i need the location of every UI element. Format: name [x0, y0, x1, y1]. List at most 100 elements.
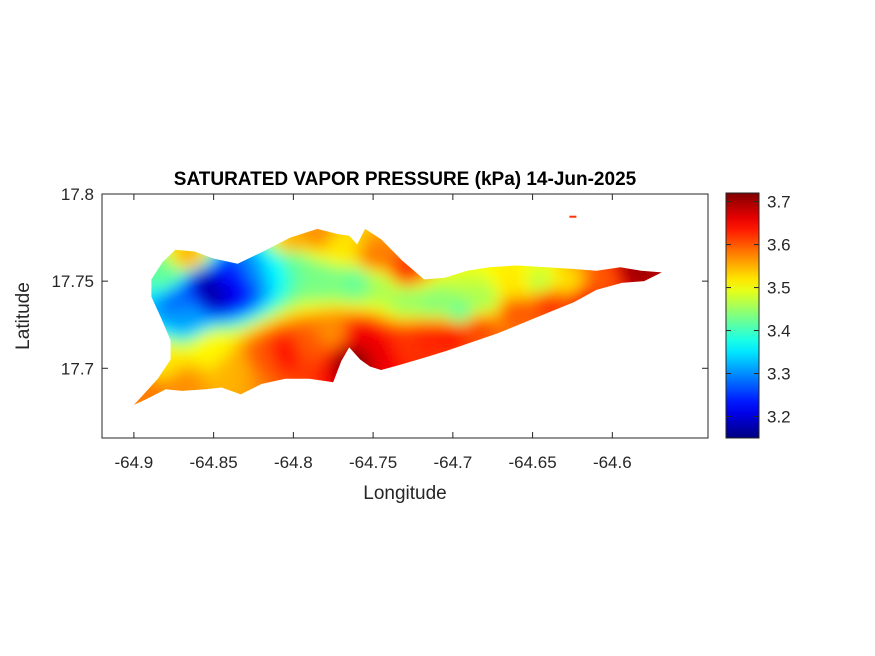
heatmap-cell	[204, 365, 212, 373]
heatmap-cell	[455, 304, 463, 312]
heatmap-cell	[221, 377, 228, 385]
heatmap-cell	[344, 334, 351, 342]
heatmap-cell	[394, 298, 401, 306]
heatmap-cell	[388, 267, 396, 275]
heatmap-cell	[466, 304, 474, 312]
heatmap-cell	[349, 346, 357, 354]
heatmap-cell	[433, 340, 440, 348]
heatmap-cell	[383, 340, 390, 348]
heatmap-cell	[349, 304, 357, 312]
heatmap-cell	[388, 298, 396, 306]
heatmap-cell	[478, 285, 485, 293]
heatmap-cell	[522, 298, 530, 306]
heatmap-cell	[439, 340, 446, 348]
heatmap-cell	[561, 273, 569, 281]
heatmap-cell	[422, 285, 429, 293]
heatmap-cell	[466, 316, 474, 324]
heatmap-cell	[210, 279, 217, 287]
heatmap-cell	[372, 249, 379, 257]
heatmap-cell	[411, 328, 418, 336]
heatmap-cell	[394, 292, 401, 300]
heatmap-cell	[293, 279, 301, 287]
heatmap-cell	[221, 334, 228, 342]
heatmap-cell	[221, 273, 228, 281]
heatmap-cell	[411, 298, 418, 306]
heatmap-cell	[489, 273, 496, 281]
heatmap-cell	[377, 285, 385, 293]
heatmap-cell	[165, 267, 173, 275]
heatmap-cell	[366, 237, 373, 245]
heatmap-cell	[522, 273, 530, 281]
heatmap-cell	[478, 334, 485, 342]
heatmap-cell	[506, 310, 513, 318]
heatmap-cell	[366, 346, 373, 354]
heatmap-cell	[321, 353, 329, 361]
heatmap-cell	[455, 328, 463, 336]
colorbar: 3.2 3.3 3.4 3.5 3.6 3.7	[725, 192, 791, 439]
heatmap-cell	[254, 298, 262, 306]
heatmap-cell	[411, 273, 418, 281]
heatmap-cell	[305, 243, 312, 251]
heatmap-cell	[316, 279, 323, 287]
heatmap-cell	[165, 316, 173, 324]
heatmap-cell	[176, 255, 184, 263]
heatmap-cell	[238, 334, 245, 342]
heatmap-cell	[176, 298, 184, 306]
heatmap-cell	[355, 255, 362, 263]
heatmap-cell	[215, 328, 223, 336]
heatmap-cell	[226, 273, 234, 281]
heatmap-cell	[249, 316, 256, 324]
x-tick-label: -64.65	[508, 453, 556, 472]
heatmap-cell	[171, 371, 178, 379]
heatmap-cell	[344, 243, 351, 251]
heatmap-cell	[360, 353, 368, 361]
heatmap-cell	[271, 310, 279, 318]
heatmap-cell	[299, 273, 306, 281]
heatmap-cell	[277, 298, 284, 306]
heatmap-cell	[221, 359, 228, 367]
heatmap-cell	[405, 279, 413, 287]
heatmap-cell	[360, 255, 368, 263]
heatmap-cell	[310, 228, 318, 232]
heatmap-cell	[199, 334, 206, 342]
heatmap-cell	[427, 346, 435, 354]
heatmap-cell	[293, 292, 301, 300]
heatmap-cell	[355, 322, 362, 330]
heatmap-cell	[472, 310, 480, 318]
heatmap-cell	[383, 261, 390, 269]
heatmap-cell	[450, 340, 457, 348]
heatmap-cell	[450, 285, 457, 293]
heatmap-cell	[321, 255, 329, 263]
heatmap-cell	[405, 298, 413, 306]
heatmap-cell	[500, 310, 507, 318]
heatmap-cell	[277, 334, 284, 342]
heatmap-cell	[305, 298, 312, 306]
heatmap-cell	[159, 279, 167, 287]
heatmap-cell	[159, 383, 167, 391]
heatmap-cell	[182, 334, 189, 342]
heatmap-cell	[355, 334, 362, 342]
heatmap-cell	[271, 255, 279, 263]
heatmap-cell	[232, 322, 240, 330]
heatmap-cell	[221, 316, 228, 324]
heatmap-cell	[377, 340, 385, 348]
heatmap-cell	[539, 279, 546, 287]
heatmap-cell	[310, 365, 318, 373]
heatmap-cell	[623, 273, 630, 281]
heatmap-cell	[265, 346, 273, 354]
heatmap-cell	[349, 334, 357, 342]
heatmap-cell	[360, 310, 368, 318]
heatmap-cell	[232, 292, 240, 300]
heatmap-cell	[271, 328, 279, 336]
heatmap-cell	[154, 292, 161, 300]
heatmap-cell	[450, 298, 457, 306]
heatmap-cell	[254, 316, 262, 324]
heatmap-cell	[360, 292, 368, 300]
heatmap-cell	[494, 285, 502, 293]
heatmap-cell	[349, 273, 357, 281]
heatmap-cell	[422, 322, 429, 330]
heatmap-cell	[455, 285, 463, 293]
heatmap-cell	[439, 316, 446, 324]
heatmap-cell	[567, 273, 574, 281]
heatmap-cell	[455, 316, 463, 324]
